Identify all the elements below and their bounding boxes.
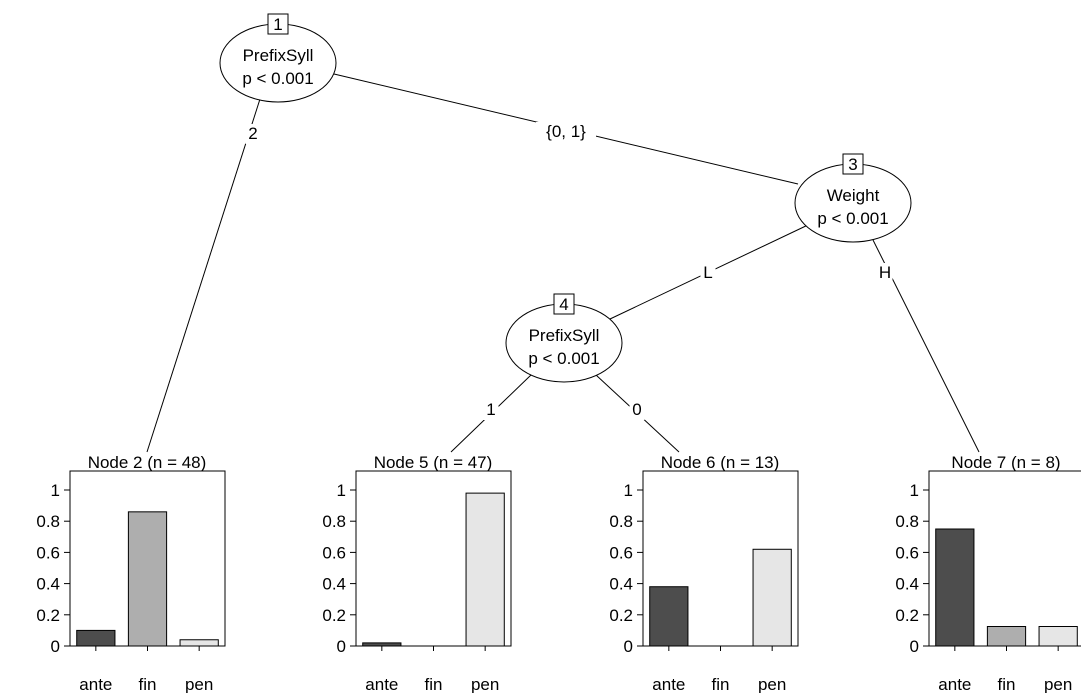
edge-label: H <box>879 263 891 282</box>
tree-edges: 2 {0, 1} L H 1 0 <box>146 73 980 453</box>
y-tick-label: 1 <box>51 481 60 500</box>
edge-label-bg <box>700 263 716 283</box>
y-tick-label: 1 <box>337 481 346 500</box>
bar-ante <box>935 528 975 647</box>
node-variable: Weight <box>827 186 880 205</box>
bar-ante <box>362 642 402 647</box>
inner-node-1: 1 PrefixSyll p < 0.001 <box>219 13 337 103</box>
x-category-label: pen <box>1044 675 1072 693</box>
node-id: 4 <box>559 295 568 314</box>
y-tick-label: 0.4 <box>609 575 633 594</box>
edge-label: L <box>703 263 712 282</box>
y-tick-label: 0.6 <box>36 543 60 562</box>
y-tick-label: 0.8 <box>609 512 633 531</box>
y-tick-label: 1 <box>624 481 633 500</box>
x-category-label: fin <box>998 675 1016 693</box>
terminal-node-panel: Node 5 (n = 47) 0 0.2 0.4 0.6 0.8 1 ante fin pen <box>322 453 512 693</box>
edge-label-bg <box>629 400 645 420</box>
x-category-label: ante <box>79 675 112 693</box>
node-p-value: p < 0.001 <box>528 349 599 368</box>
panel-title: Node 7 (n = 8) <box>951 453 1060 472</box>
node-id-box <box>267 13 289 35</box>
bar-fin <box>127 511 168 647</box>
tree-inner-nodes: 1 PrefixSyll p < 0.001 3 Weight p < 0.001 4 Pre… <box>219 13 912 383</box>
edge-label-bg <box>245 124 261 144</box>
panel-title: Node 2 (n = 48) <box>88 453 207 472</box>
y-tick-label: 0 <box>910 637 919 656</box>
x-category-label: ante <box>652 675 685 693</box>
y-tick-label: 0.2 <box>895 606 919 625</box>
y-tick-label: 1 <box>910 481 919 500</box>
y-tick-label: 0.8 <box>36 512 60 531</box>
x-category-label: fin <box>425 675 443 693</box>
y-tick-label: 0.8 <box>322 512 346 531</box>
bar-pen <box>1038 626 1078 647</box>
bar-ante <box>649 586 689 647</box>
x-category-label: pen <box>758 675 786 693</box>
y-tick-label: 0.2 <box>36 606 60 625</box>
x-category-label: ante <box>938 675 971 693</box>
panel-title: Node 6 (n = 13) <box>661 453 780 472</box>
node-variable: PrefixSyll <box>529 326 600 345</box>
edge-label-bg <box>877 263 893 283</box>
x-category-label: pen <box>471 675 499 693</box>
inner-node-4: 4 PrefixSyll p < 0.001 <box>505 293 623 383</box>
node-variable: PrefixSyll <box>243 46 314 65</box>
y-tick-label: 0.4 <box>36 575 60 594</box>
y-tick-label: 0.4 <box>322 575 346 594</box>
terminal-node-panel: Node 2 (n = 48) 0 0.2 0.4 0.6 0.8 1 ante fin pen <box>36 453 226 693</box>
y-tick-label: 0 <box>337 637 346 656</box>
inner-node-3: 3 Weight p < 0.001 <box>794 153 912 243</box>
bar-pen <box>752 548 792 647</box>
node-id-box <box>842 153 864 175</box>
bar-pen <box>179 639 219 647</box>
bar-pen <box>465 492 505 647</box>
node-p-value: p < 0.001 <box>242 69 313 88</box>
node-id-box <box>553 293 575 315</box>
edge-label-bg <box>483 400 499 420</box>
edge-line <box>146 98 261 453</box>
y-tick-label: 0.2 <box>609 606 633 625</box>
y-tick-label: 0.4 <box>895 575 919 594</box>
edge-label: 2 <box>248 124 257 143</box>
edge-label: {0, 1} <box>546 122 586 141</box>
y-tick-label: 0 <box>51 637 60 656</box>
bar-ante <box>76 629 116 647</box>
x-category-label: pen <box>185 675 213 693</box>
panel-title: Node 5 (n = 47) <box>374 453 493 472</box>
bar-fin <box>986 626 1027 647</box>
y-tick-label: 0.8 <box>895 512 919 531</box>
x-category-label: fin <box>712 675 730 693</box>
node-id: 3 <box>848 155 857 174</box>
edge-label: 0 <box>632 400 641 419</box>
x-category-label: ante <box>365 675 398 693</box>
y-tick-label: 0.2 <box>322 606 346 625</box>
y-tick-label: 0 <box>624 637 633 656</box>
node-id: 1 <box>273 15 282 34</box>
y-tick-label: 0.6 <box>895 543 919 562</box>
y-tick-label: 0.6 <box>609 543 633 562</box>
node-p-value: p < 0.001 <box>817 209 888 228</box>
y-tick-label: 0.6 <box>322 543 346 562</box>
terminal-node-panel: Node 6 (n = 13) 0 0.2 0.4 0.6 0.8 1 ante fin pen <box>609 453 799 693</box>
edge-label: 1 <box>486 400 495 419</box>
x-category-label: fin <box>139 675 157 693</box>
edge-label-bg <box>536 122 596 142</box>
terminal-node-panel: Node 7 (n = 8) 0 0.2 0.4 0.6 0.8 1 ante fin pen <box>895 453 1081 693</box>
